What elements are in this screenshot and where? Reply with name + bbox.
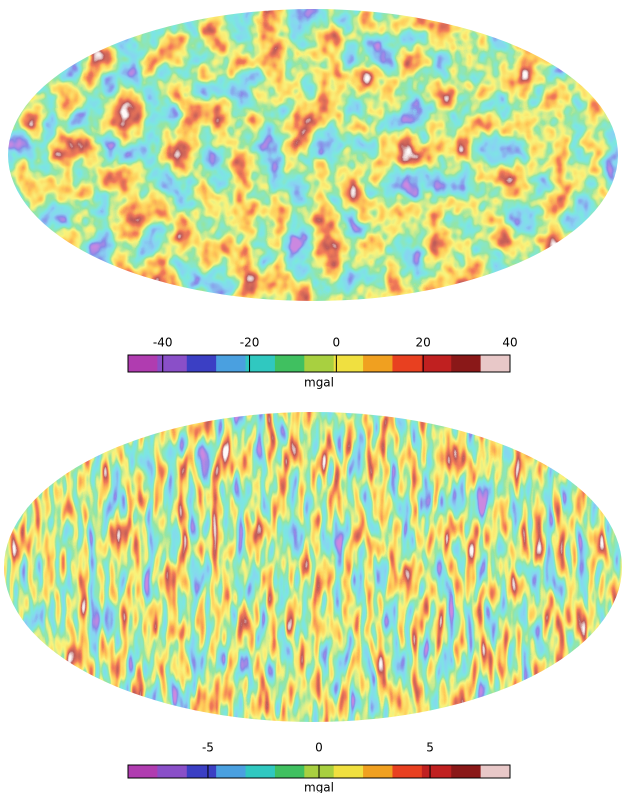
colorbar-segment <box>363 355 393 372</box>
gravity-map-bottom <box>4 412 622 722</box>
colorbar-segment <box>128 765 158 778</box>
colorbar-label: mgal <box>304 781 334 793</box>
colorbar-segment <box>363 765 393 778</box>
colorbar-tick-label: 5 <box>426 741 434 755</box>
colorbar-segment <box>304 355 334 372</box>
figure: -40 -20 0 20 40 mgal -5 0 5 mgal <box>0 0 625 793</box>
colorbar-segment <box>275 765 305 778</box>
colorbar-tick-label: 0 <box>333 336 341 350</box>
colorbar-segment <box>187 765 217 778</box>
colorbar-segment <box>392 355 422 372</box>
colorbar-segment <box>157 355 187 372</box>
colorbar-tick-label: -40 <box>153 336 173 350</box>
colorbar-segment <box>451 355 481 372</box>
colorbar-segment <box>216 355 246 372</box>
colorbar-tick-label: 20 <box>416 336 431 350</box>
colorbar-tick-label: 0 <box>315 741 323 755</box>
colorbar-segment <box>246 765 276 778</box>
colorbar-segment <box>422 765 452 778</box>
colorbar-segment <box>392 765 422 778</box>
colorbar-tick-label: 40 <box>502 336 517 350</box>
colorbar-segment <box>187 355 217 372</box>
colorbar-segment <box>334 355 364 372</box>
colorbar-segment <box>128 355 158 372</box>
colorbar-segment <box>481 765 511 778</box>
colorbar-segment <box>451 765 481 778</box>
colorbar-segment <box>275 355 305 372</box>
gravity-map-top <box>8 9 618 301</box>
colorbar-tick-label: -5 <box>202 741 214 755</box>
colorbar-segment <box>422 355 452 372</box>
colorbar-tick-label: -20 <box>240 336 260 350</box>
colorbar-segment <box>157 765 187 778</box>
colorbar-segment <box>216 765 246 778</box>
colorbar-segment <box>334 765 364 778</box>
colorbar-segment <box>481 355 511 372</box>
colorbar-label: mgal <box>304 376 334 390</box>
